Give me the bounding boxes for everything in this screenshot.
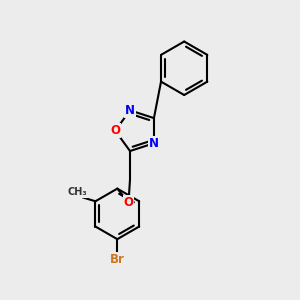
Text: N: N [149,137,159,150]
Text: O: O [110,124,120,137]
Text: Br: Br [110,253,125,266]
Text: O: O [124,196,134,209]
Text: CH₃: CH₃ [68,188,87,197]
Text: N: N [125,104,135,117]
